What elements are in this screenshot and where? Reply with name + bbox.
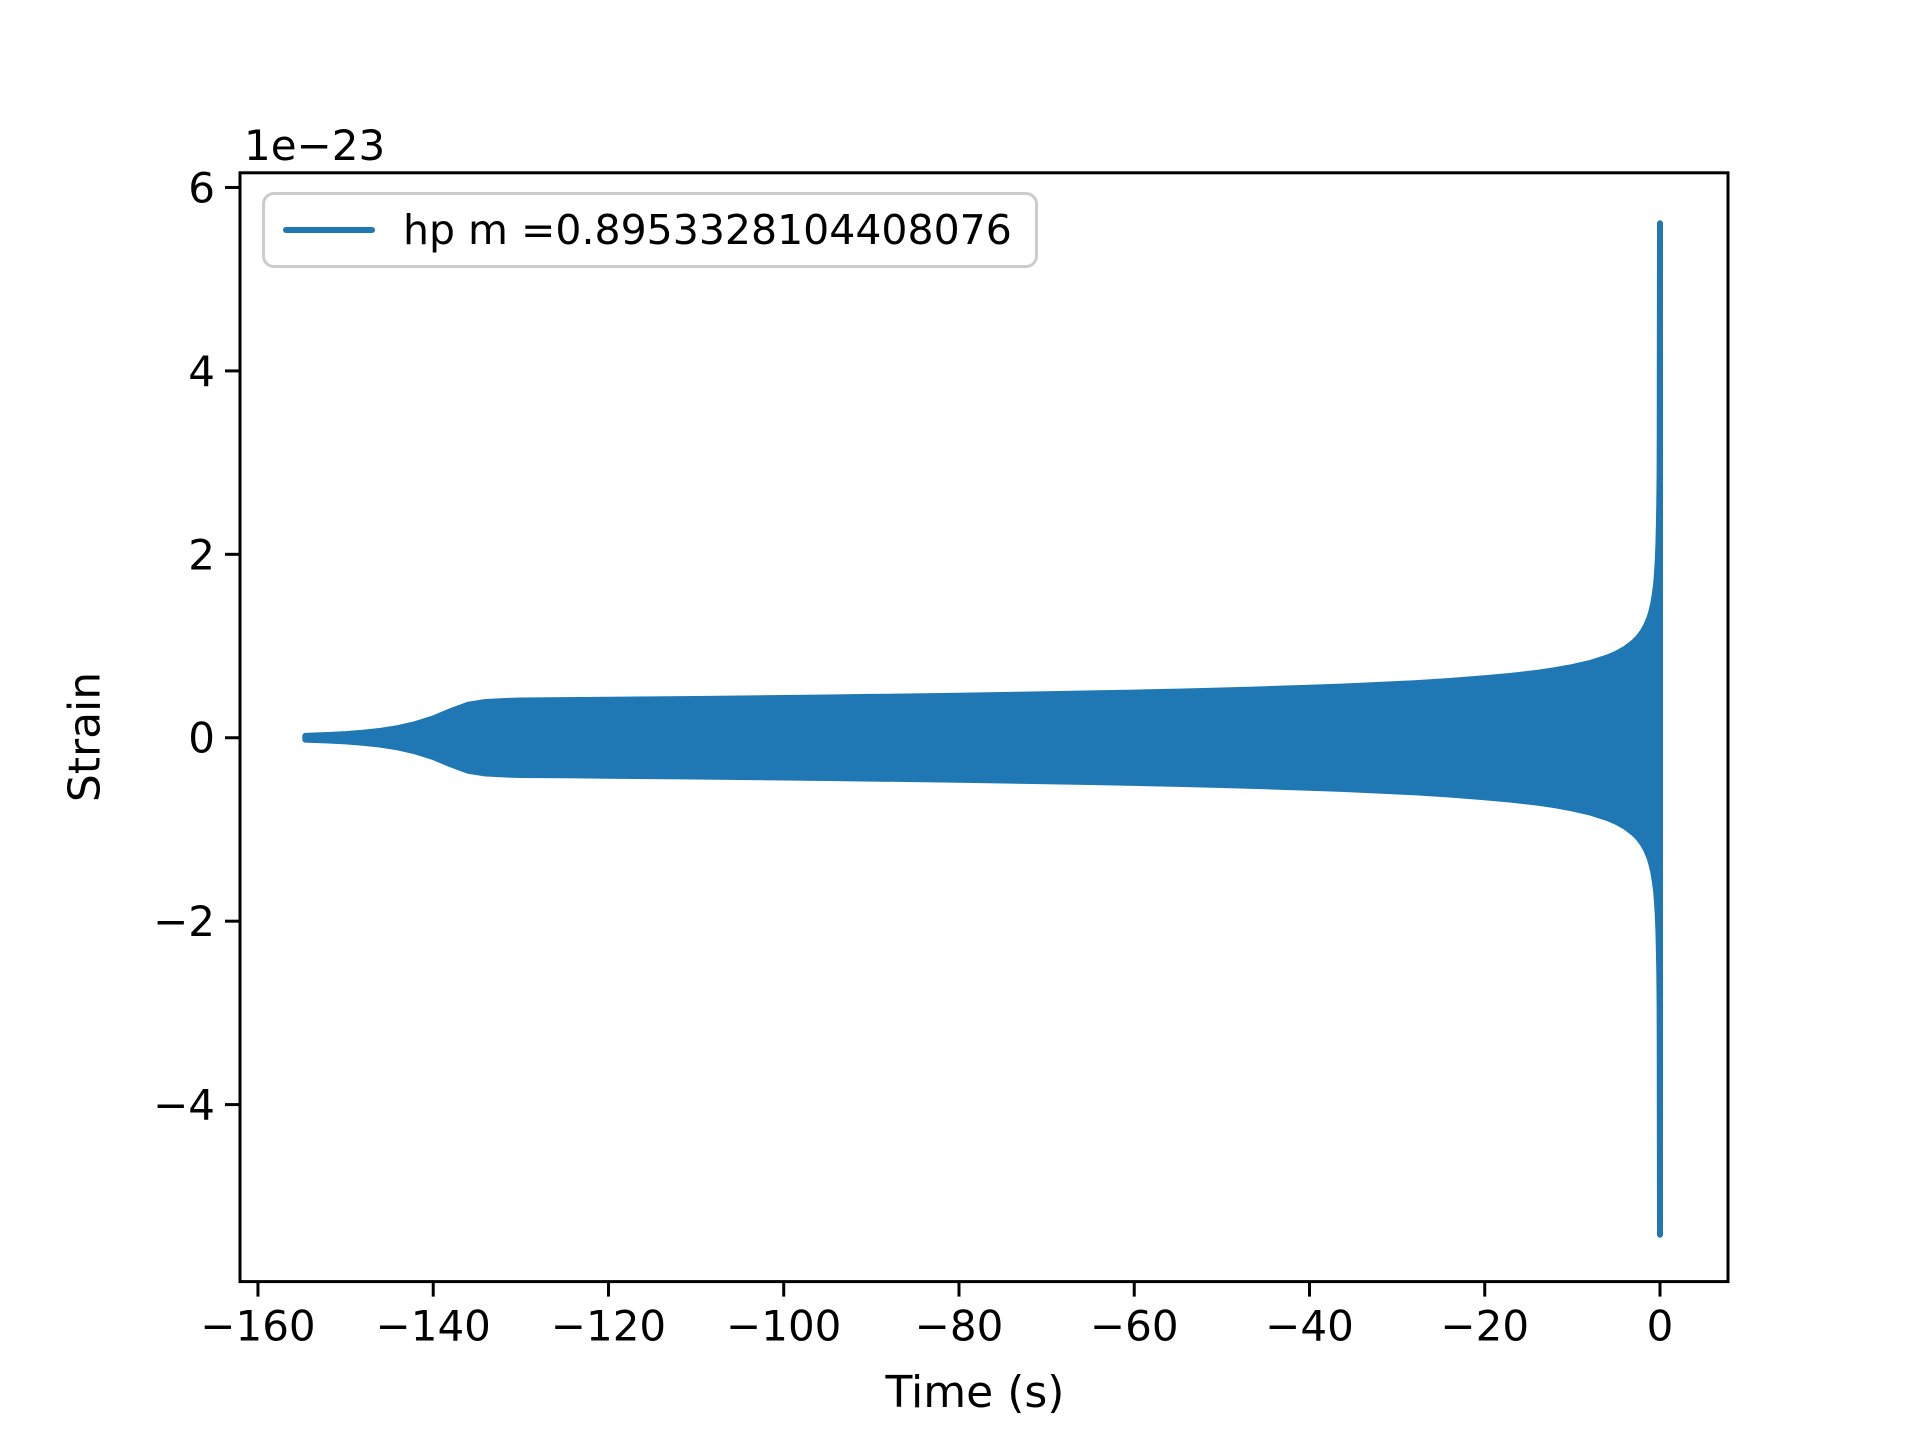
x-axis-label-row: Time (s) — [0, 1367, 1920, 1418]
x-tick-label: −120 — [551, 1302, 666, 1351]
y-tick-label: 4 — [188, 347, 215, 396]
x-tick-label: −160 — [200, 1302, 315, 1351]
x-tick-label: −40 — [1265, 1302, 1354, 1351]
x-tick-label: −140 — [376, 1302, 491, 1351]
y-axis-label: Strain — [59, 671, 111, 803]
x-axis-ticks — [256, 1281, 1662, 1297]
x-tick-label: −80 — [915, 1302, 1004, 1351]
y-tick-label: −4 — [153, 1081, 215, 1130]
y-tick-label: −2 — [153, 897, 215, 946]
legend-label: hp m =0.8953328104408076 — [403, 206, 1012, 254]
x-tick-label: 0 — [1647, 1302, 1674, 1351]
y-tick-labels: 6 4 2 0 −2 −4 — [153, 163, 215, 1129]
y-tick-label: 6 — [188, 163, 215, 212]
axes-frame — [238, 171, 1730, 1284]
x-tick-label: −100 — [726, 1302, 841, 1351]
y-axis-offset-text: 1e−23 — [244, 121, 386, 170]
x-tick-label: −60 — [1090, 1302, 1179, 1351]
y-tick-label: 0 — [188, 714, 215, 763]
y-tick-label: 2 — [188, 530, 215, 579]
x-axis-label: Time (s) — [885, 1367, 1065, 1418]
legend: hp m =0.8953328104408076 — [262, 192, 1038, 268]
x-tick-label: −20 — [1440, 1302, 1529, 1351]
y-axis-ticks — [225, 185, 240, 1107]
legend-line-swatch — [283, 227, 375, 233]
x-tick-labels: −160 −140 −120 −100 −80 −60 −40 −20 0 — [200, 1302, 1673, 1351]
waveform-line — [302, 220, 1663, 1238]
